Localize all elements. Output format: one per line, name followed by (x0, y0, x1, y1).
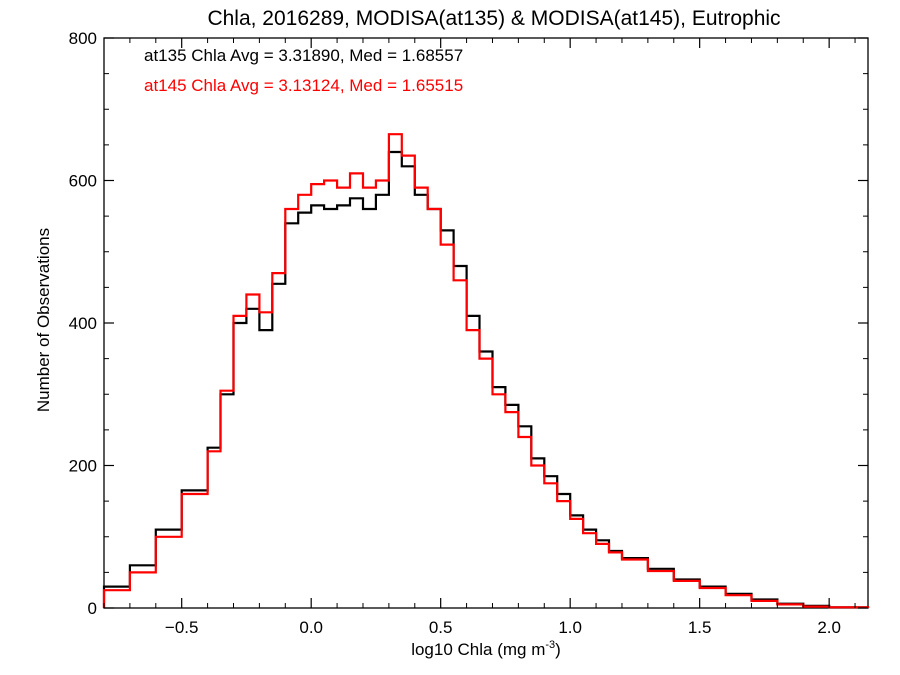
x-tick-label: −0.5 (165, 618, 199, 637)
y-tick-label: 600 (69, 172, 97, 191)
y-tick-label: 0 (88, 599, 97, 618)
series-line-1 (102, 133, 870, 609)
annotation-at135: at135 Chla Avg = 3.31890, Med = 1.68557 (144, 46, 463, 65)
annotation-at145: at145 Chla Avg = 3.13124, Med = 1.65515 (144, 76, 463, 95)
tick-layer: −0.5 0.0 0.5 1.0 1.5 2.0 0 200 400 600 800 (69, 29, 868, 637)
x-axis-label-superscript: -3 (545, 639, 555, 651)
chart-title: Chla, 2016289, MODISA(at135) & MODISA(at… (207, 7, 780, 30)
x-axis-label: log10 Chla (mg m-3) (411, 639, 561, 659)
plot-frame (103, 37, 869, 609)
series-line-0 (102, 150, 870, 609)
x-tick-label: 0.5 (429, 618, 453, 637)
x-tick-label: 0.0 (299, 618, 323, 637)
y-tick-label: 200 (69, 457, 97, 476)
y-axis-label: Number of Observations (34, 228, 53, 412)
x-tick-label: 2.0 (817, 618, 841, 637)
x-tick-label: 1.0 (558, 618, 582, 637)
x-tick-label: 1.5 (688, 618, 712, 637)
y-tick-label: 400 (69, 314, 97, 333)
series-layer (102, 133, 870, 609)
y-tick-label: 800 (69, 29, 97, 48)
